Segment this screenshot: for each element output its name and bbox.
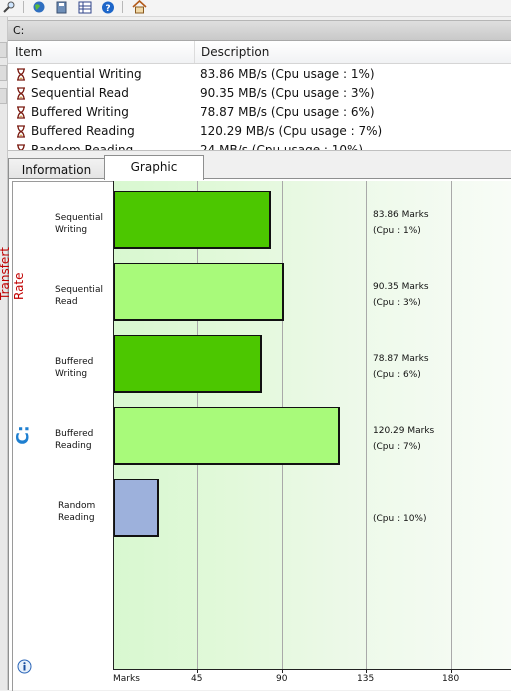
- item-description: 24 MB/s (Cpu usage : 10%): [200, 143, 364, 151]
- category-label: Sequential Writing: [55, 213, 103, 235]
- chart-bar: [114, 479, 159, 537]
- item-label: Buffered Writing: [31, 105, 129, 119]
- chart-bar: [114, 335, 262, 393]
- list-row[interactable]: Buffered Reading 120.29 MB/s (Cpu usage :…: [8, 121, 511, 140]
- item-label: Buffered Reading: [31, 124, 135, 138]
- x-tick-label: 180: [442, 674, 460, 684]
- column-divider[interactable]: [194, 41, 195, 63]
- column-header-item[interactable]: Item: [15, 45, 43, 59]
- gutter-button[interactable]: [0, 65, 7, 81]
- tab-information[interactable]: Information: [8, 158, 105, 180]
- hourglass-icon: [17, 143, 25, 150]
- search-icon[interactable]: [0, 0, 17, 14]
- list-header: Item Description: [8, 41, 511, 64]
- x-tick-mark: [282, 670, 283, 673]
- list-item: Buffered Reading: [16, 123, 135, 139]
- list-row[interactable]: Sequential Writing 83.86 MB/s (Cpu usage …: [8, 64, 511, 83]
- x-tick-label: 90: [276, 674, 288, 684]
- x-tick-label: 45: [191, 674, 203, 684]
- cpu-label: (Cpu : 10%): [373, 514, 427, 524]
- list-item: Random Reading: [16, 142, 134, 151]
- x-tick-mark: [197, 670, 198, 673]
- y-axis-label: Transfert Rate: [0, 247, 26, 300]
- path-bar: C:: [8, 20, 511, 41]
- item-label: Sequential Writing: [31, 67, 142, 81]
- x-tick-label: Marks: [113, 674, 140, 684]
- gutter-button[interactable]: [0, 42, 7, 58]
- drive-letter: C:: [13, 425, 34, 445]
- tab-bar: Information Graphic: [8, 155, 511, 180]
- category-label: Buffered Writing: [55, 357, 94, 379]
- results-list[interactable]: Item Description Sequential Writing 83.86…: [8, 41, 511, 151]
- category-label: Sequential Read: [55, 285, 103, 307]
- list-item: Buffered Writing: [16, 104, 129, 120]
- hourglass-icon: [17, 105, 25, 119]
- list-row[interactable]: Sequential Read 90.35 MB/s (Cpu usage : 3…: [8, 83, 511, 102]
- tab-graphic[interactable]: Graphic: [104, 155, 204, 180]
- x-tick-mark: [366, 670, 367, 673]
- home-icon[interactable]: [131, 0, 148, 14]
- chart-bar: [114, 407, 340, 465]
- cpu-label: (Cpu : 6%): [373, 370, 421, 380]
- toolbar-separator: [122, 1, 123, 13]
- x-tick-label: 135: [357, 674, 375, 684]
- hourglass-icon: [17, 86, 25, 100]
- value-label: 90.35 Marks: [373, 282, 429, 292]
- chart-bar: [114, 191, 271, 249]
- x-axis-line: [113, 669, 511, 670]
- cpu-label: (Cpu : 7%): [373, 442, 421, 452]
- toolbar: ?: [0, 0, 511, 17]
- gutter-button[interactable]: [0, 88, 7, 104]
- value-label: 120.29 Marks: [373, 426, 435, 436]
- help-icon[interactable]: ?: [99, 0, 116, 14]
- cpu-label: (Cpu : 3%): [373, 298, 421, 308]
- hourglass-icon: [17, 67, 25, 81]
- disk-icon[interactable]: [53, 0, 70, 14]
- hourglass-icon: [17, 124, 25, 138]
- cpu-label: (Cpu : 1%): [373, 226, 421, 236]
- item-description: 83.86 MB/s (Cpu usage : 1%): [200, 67, 375, 81]
- y-axis-line: [113, 181, 114, 670]
- list-item: Sequential Writing: [16, 66, 142, 82]
- item-description: 90.35 MB/s (Cpu usage : 3%): [200, 86, 375, 100]
- path-label: C:: [13, 24, 25, 37]
- svg-text:?: ?: [105, 4, 110, 14]
- info-icon[interactable]: [17, 659, 32, 674]
- gridline: [366, 181, 367, 669]
- item-description: 120.29 MB/s (Cpu usage : 7%): [200, 124, 383, 138]
- chart-bar: [114, 263, 284, 321]
- left-gutter: [0, 17, 8, 690]
- category-label: Buffered Reading: [55, 429, 94, 451]
- value-label: 83.86 Marks: [373, 210, 429, 220]
- list-row[interactable]: Random Reading 24 MB/s (Cpu usage : 10%): [8, 140, 511, 151]
- value-label: 78.87 Marks: [373, 354, 429, 364]
- gridline: [451, 181, 452, 669]
- column-header-description[interactable]: Description: [201, 45, 270, 59]
- item-description: 78.87 MB/s (Cpu usage : 6%): [200, 105, 375, 119]
- list-item: Sequential Read: [16, 85, 129, 101]
- category-label: Random Reading: [58, 501, 96, 523]
- x-tick-mark: [451, 670, 452, 673]
- grid-icon[interactable]: [76, 0, 93, 14]
- toolbar-separator: [23, 1, 24, 13]
- list-row[interactable]: Buffered Writing 78.87 MB/s (Cpu usage : …: [8, 102, 511, 121]
- item-label: Random Reading: [31, 143, 134, 151]
- item-label: Sequential Read: [31, 86, 129, 100]
- globe-icon[interactable]: [30, 0, 47, 14]
- tab-baseline: [8, 178, 511, 179]
